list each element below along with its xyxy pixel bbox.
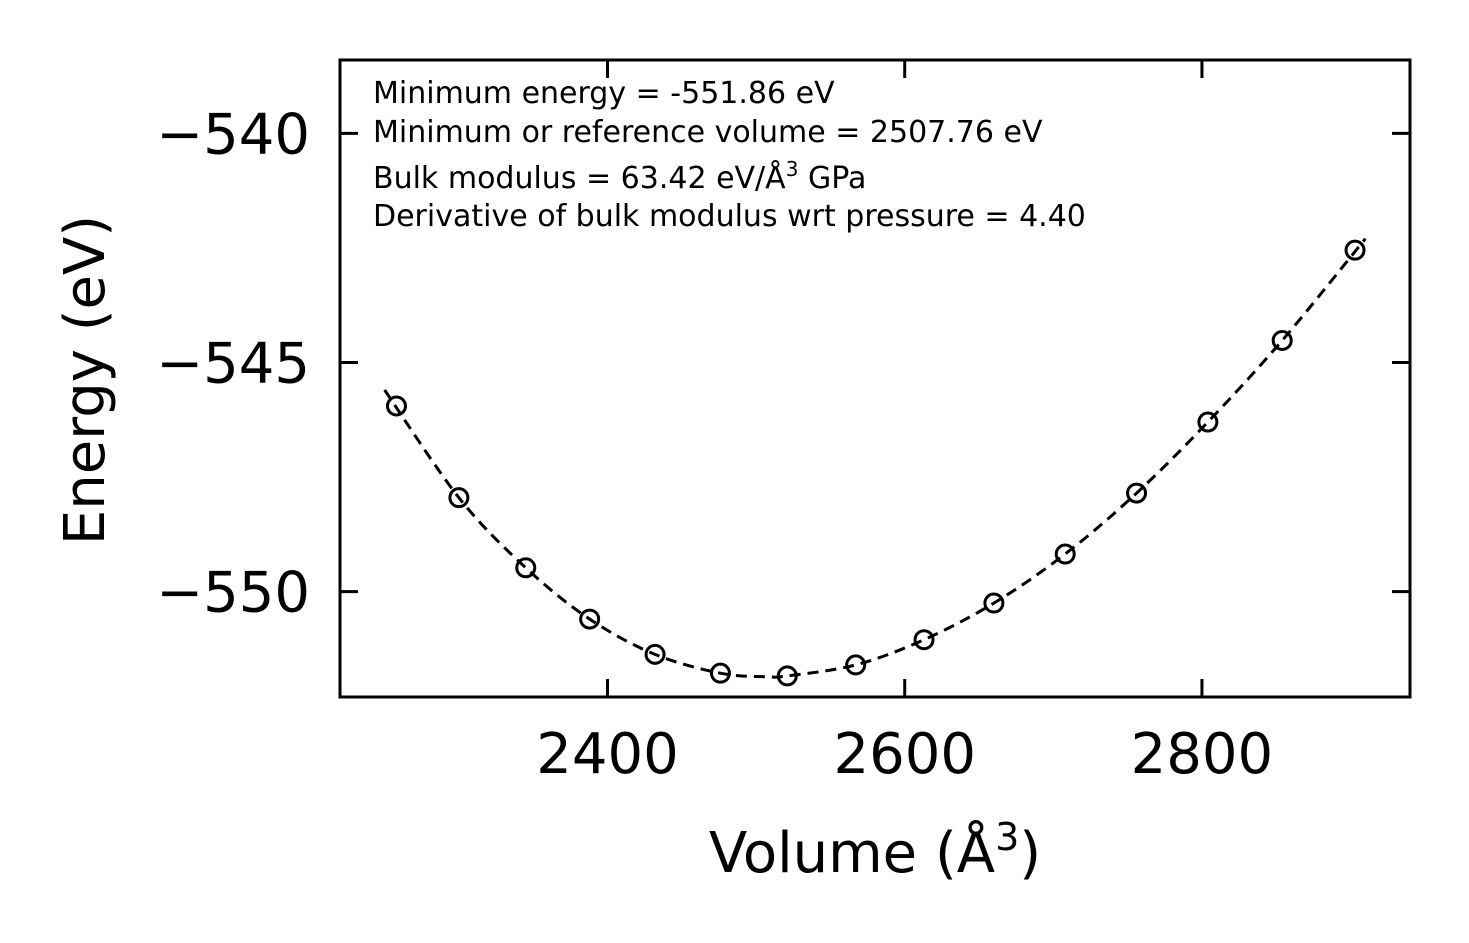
data-point bbox=[644, 643, 666, 665]
x-tick-label: 2600 bbox=[833, 722, 976, 787]
y-tick-label: −550 bbox=[156, 561, 310, 626]
annotation-ref-volume: Minimum or reference volume = 2507.76 eV bbox=[373, 115, 1043, 150]
annotation-bulk-modulus-unit: GPa bbox=[798, 161, 866, 196]
x-tick-label: 2800 bbox=[1131, 722, 1274, 787]
x-axis-label-text: Volume (Å bbox=[709, 820, 995, 886]
fit-curve bbox=[383, 237, 1367, 679]
y-tick-label: −545 bbox=[156, 331, 310, 396]
x-axis-label: Volume (Å3) bbox=[709, 815, 1041, 886]
data-points-group bbox=[385, 239, 1366, 687]
data-point bbox=[709, 662, 731, 684]
annotation-min-energy: Minimum energy = -551.86 eV bbox=[373, 76, 835, 111]
data-point bbox=[776, 665, 798, 687]
annotation-bulk-modulus: Bulk modulus = 63.42 eV/Å3 GPa bbox=[373, 157, 866, 196]
data-point bbox=[1344, 239, 1366, 261]
x-axis-label-end: ) bbox=[1019, 821, 1041, 886]
y-axis-label: Energy (eV) bbox=[53, 215, 118, 545]
axis-ticks bbox=[340, 60, 1410, 697]
plot-area-frame bbox=[338, 58, 1412, 699]
data-point bbox=[1271, 329, 1293, 351]
data-point bbox=[579, 608, 601, 630]
axis-tick-labels: 2400 2600 2800 −540 −545 −550 bbox=[156, 102, 1273, 787]
data-point bbox=[1197, 411, 1219, 433]
data-point bbox=[1126, 482, 1148, 504]
data-point bbox=[913, 629, 935, 651]
x-axis-label-sup: 3 bbox=[995, 815, 1019, 859]
data-point bbox=[983, 592, 1005, 614]
fit-curve-group bbox=[383, 237, 1367, 679]
data-point bbox=[448, 487, 470, 509]
data-point bbox=[515, 557, 537, 579]
annotation-box: Minimum energy = -551.86 eV Minimum or r… bbox=[373, 76, 1086, 234]
x-tick-label: 2400 bbox=[536, 722, 679, 787]
y-tick-label: −540 bbox=[156, 102, 310, 167]
annotation-bulk-modulus-sup: 3 bbox=[786, 157, 799, 181]
data-point bbox=[385, 395, 407, 417]
data-point bbox=[845, 654, 867, 676]
annotation-bulk-derivative: Derivative of bulk modulus wrt pressure … bbox=[373, 199, 1086, 234]
annotation-bulk-modulus-text: Bulk modulus = 63.42 eV/Å bbox=[373, 160, 786, 196]
data-point bbox=[1054, 543, 1076, 565]
